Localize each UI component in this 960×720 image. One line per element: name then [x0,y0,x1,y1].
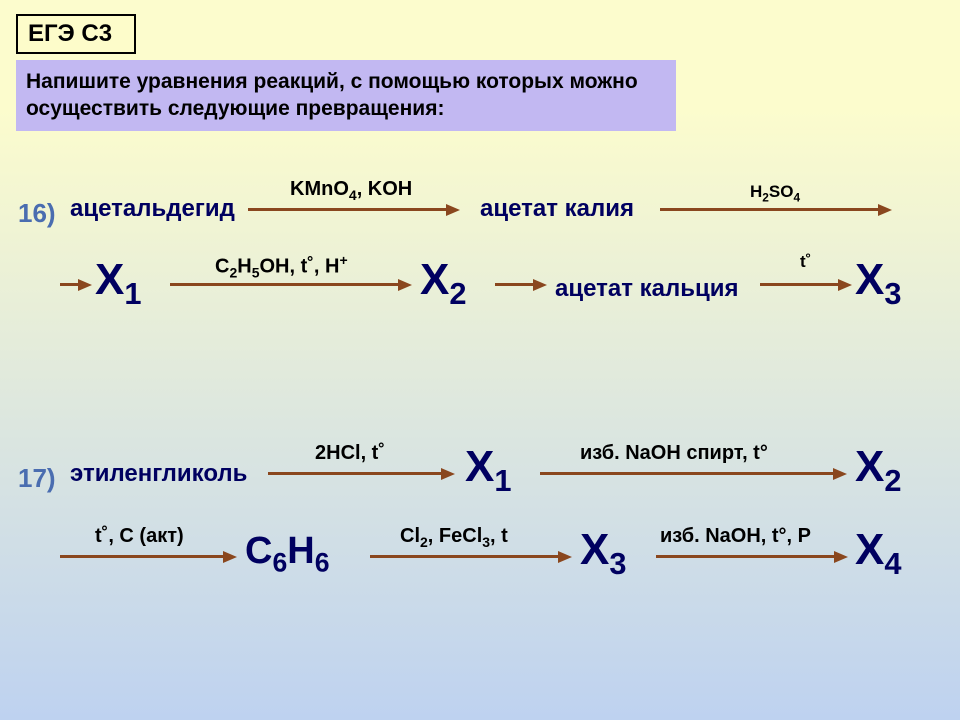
reaction-arrow [540,472,845,475]
reaction-condition: Cl2, FeCl3, t [400,525,508,550]
problem-number: 17) [18,463,56,494]
reaction-condition: изб. NaOH, t°, P [660,525,811,548]
chem-node: X3 [855,255,902,312]
reaction-condition: t˚, C (акт) [95,525,184,548]
title-text: ЕГЭ С3 [28,20,112,47]
reaction-arrow [656,555,846,558]
reaction-arrow [495,283,545,286]
reaction-condition: KMnO4, KOH [290,178,412,203]
chem-node: этиленгликоль [70,460,247,488]
title-box: ЕГЭ С3 [16,14,136,54]
reaction-condition: C2H5OH, t˚, H+ [215,252,348,281]
reaction-arrow [268,472,453,475]
reaction-arrow [170,283,410,286]
reaction-arrow [248,208,458,211]
reaction-condition: H2SO4 [750,182,800,204]
chem-node: ацетат калия [480,195,634,223]
reaction-arrow [370,555,570,558]
reaction-condition: 2HCl, t˚ [315,442,385,465]
chem-node: X4 [855,525,902,582]
instruction-box: Напишите уравнения реакций, с помощью ко… [16,60,676,131]
chem-node: X2 [420,255,467,312]
chem-node: X1 [465,442,512,499]
problem-number: 16) [18,198,56,229]
reaction-arrow [60,555,235,558]
reaction-arrow [660,208,890,211]
instruction-text: Напишите уравнения реакций, с помощью ко… [26,70,638,120]
chem-node: X3 [580,525,627,582]
chem-node: C6H6 [245,530,330,579]
chem-node: X1 [95,255,142,312]
reaction-condition: t˚ [800,252,811,272]
reaction-arrow [60,283,90,286]
reaction-condition: изб. NaOH спирт, t° [580,442,768,465]
chem-node: X2 [855,442,902,499]
chem-node: ацетальдегид [70,195,235,223]
chem-node: ацетат кальция [555,275,739,303]
reaction-arrow [760,283,850,286]
